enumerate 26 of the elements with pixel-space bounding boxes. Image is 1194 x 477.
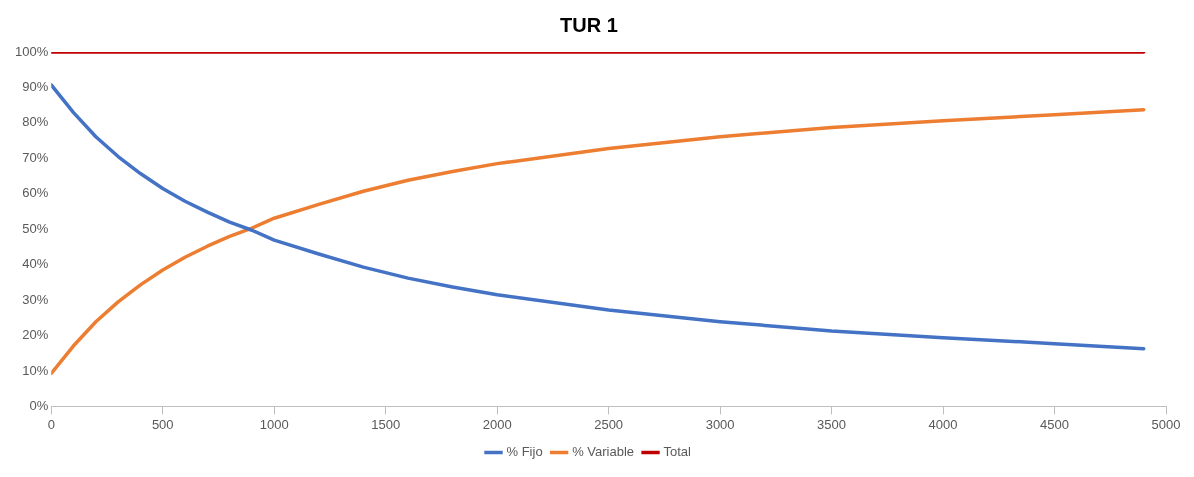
x-tick-label: 4500 bbox=[1040, 416, 1069, 432]
x-tick-label: 500 bbox=[151, 416, 174, 432]
y-tick-label: 30% bbox=[22, 291, 49, 307]
x-tick-label: 2500 bbox=[594, 416, 624, 432]
y-tick-label: 60% bbox=[22, 185, 49, 201]
x-tick-label: 5000 bbox=[1151, 416, 1181, 432]
legend-label: % Fijo bbox=[506, 444, 543, 460]
x-tick-label: 0 bbox=[47, 416, 55, 432]
legend-label: % Variable bbox=[572, 444, 635, 460]
y-tick-label: 10% bbox=[22, 362, 49, 378]
y-tick-label: 40% bbox=[22, 256, 49, 272]
y-tick-label: 80% bbox=[22, 114, 49, 130]
x-tick-label: 1000 bbox=[259, 416, 289, 432]
y-tick-label: 50% bbox=[22, 220, 49, 236]
x-tick-label: 1500 bbox=[371, 416, 401, 432]
y-tick-label: 20% bbox=[22, 327, 49, 343]
legend-label: Total bbox=[663, 444, 692, 460]
y-tick-label: 100% bbox=[15, 43, 49, 59]
y-tick-label: 90% bbox=[22, 79, 49, 95]
y-tick-label: 70% bbox=[22, 149, 49, 165]
chart-title: TUR 1 bbox=[560, 13, 618, 36]
x-tick-label: 2000 bbox=[482, 416, 512, 432]
x-tick-label: 3000 bbox=[705, 416, 735, 432]
x-tick-label: 4000 bbox=[928, 416, 958, 432]
y-tick-label: 0% bbox=[29, 397, 49, 413]
x-tick-label: 3500 bbox=[817, 416, 847, 432]
